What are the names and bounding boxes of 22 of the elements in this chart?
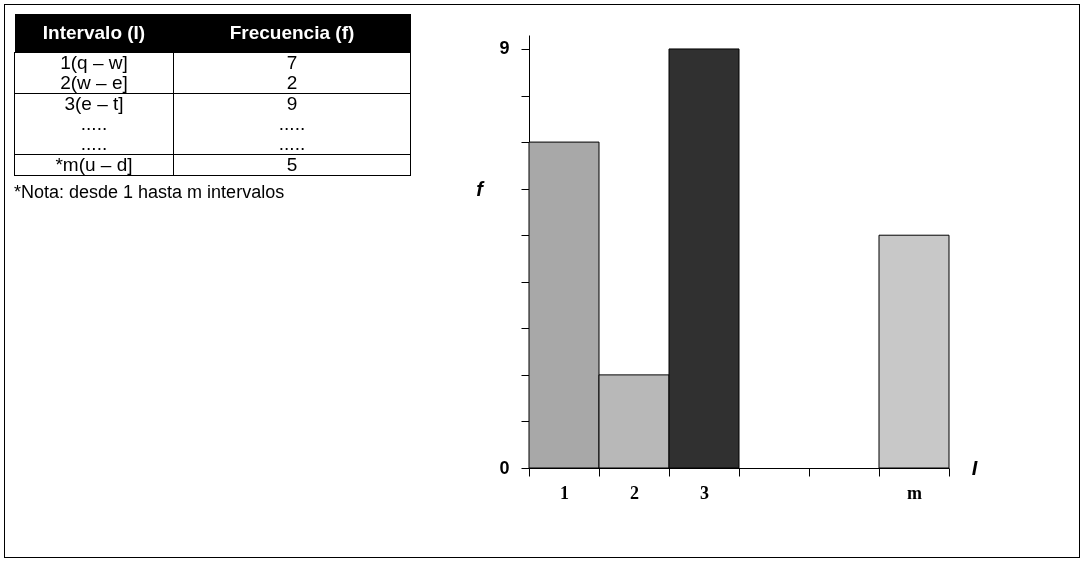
text: *Nota: desde 1 hasta m intervalos [14, 182, 286, 203]
text: ..... [173, 133, 411, 155]
text: ..... [173, 113, 411, 134]
text: 3(e – t] [14, 93, 174, 114]
y-axis-title: f [476, 178, 486, 201]
text: ..... [14, 133, 174, 155]
text: 2(w – e] [14, 72, 174, 94]
text: 5 [173, 154, 411, 176]
y-tick-label: 0 [499, 457, 510, 478]
x-tick-label: 3 [700, 482, 709, 503]
x-tick-label: 2 [630, 482, 639, 503]
text: 9 [173, 93, 411, 114]
text: Frecuencia (f) [173, 14, 411, 53]
x-tick-label: m [907, 482, 922, 503]
x-tick-label: 1 [560, 482, 569, 503]
text: ..... [14, 113, 174, 134]
text: 1(q – w] [14, 52, 174, 73]
text: 7 [173, 52, 411, 73]
x-axis-title: I [971, 456, 978, 479]
text: 2 [173, 72, 411, 94]
text: Intervalo (I) [14, 14, 174, 53]
text: *m(u – d] [14, 154, 174, 176]
